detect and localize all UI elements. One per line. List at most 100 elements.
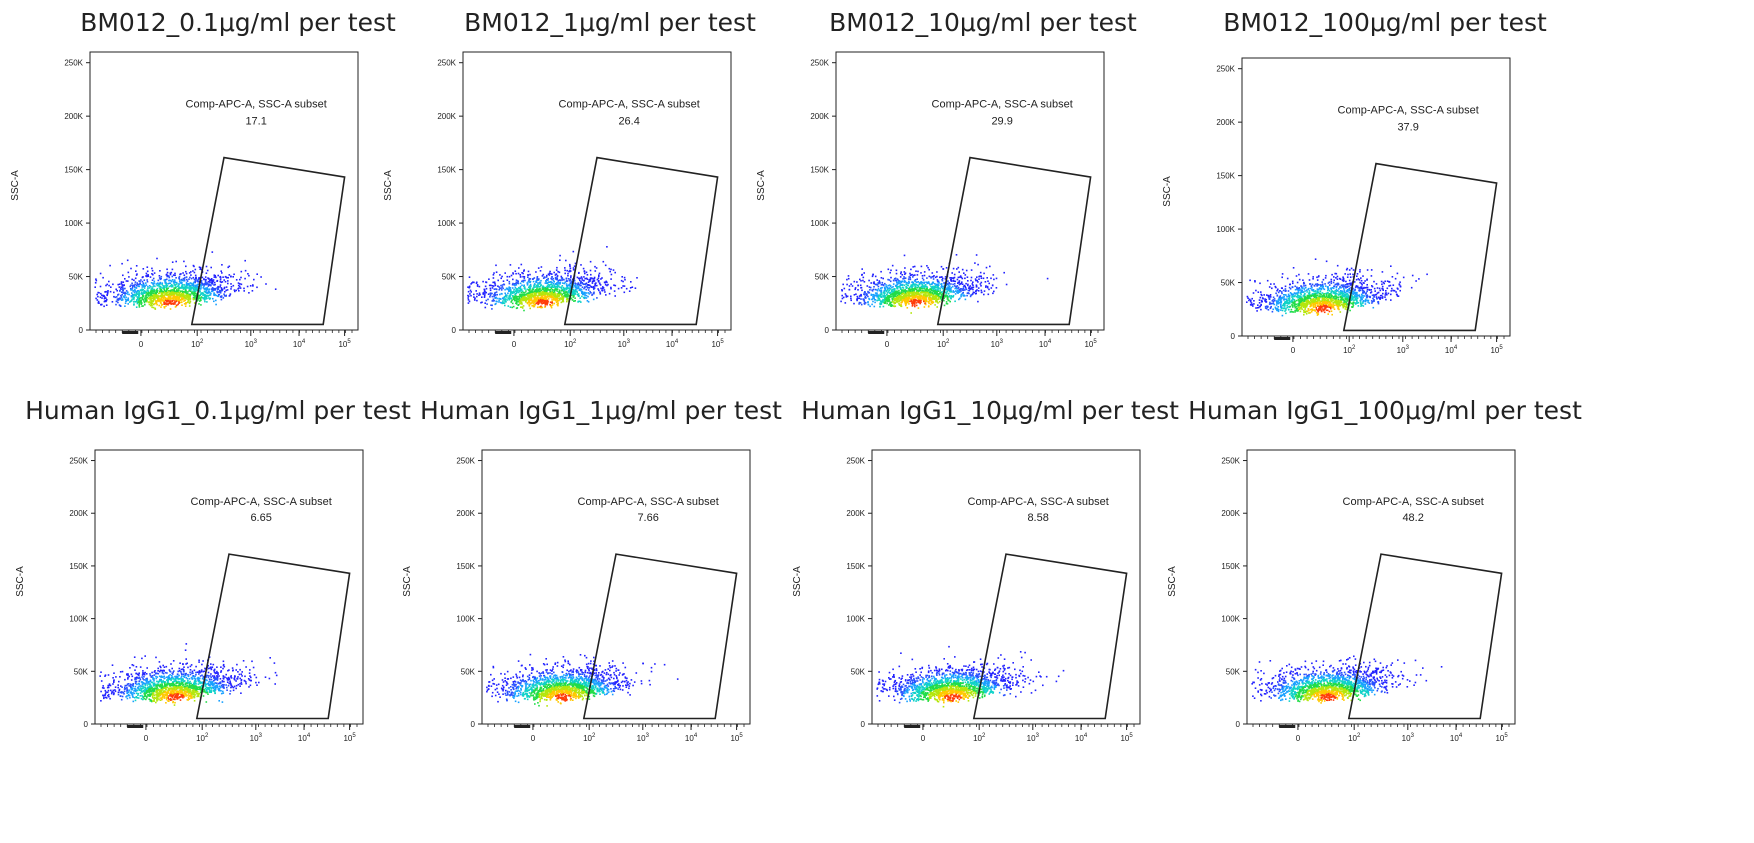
event-dot: [195, 295, 197, 297]
event-dot: [560, 293, 563, 296]
event-dot: [552, 296, 554, 299]
event-dot: [99, 296, 102, 299]
event-dot: [945, 292, 948, 295]
event-dot: [492, 277, 495, 279]
event-dot: [120, 291, 123, 293]
event-dot: [195, 296, 198, 299]
event-dot: [205, 298, 207, 300]
event-dot: [932, 289, 935, 292]
event-dot: [938, 297, 940, 299]
event-dot: [515, 272, 517, 275]
event-dot: [556, 288, 559, 290]
event-dot: [544, 301, 546, 303]
event-dot: [878, 280, 881, 282]
event-dot: [897, 294, 900, 296]
event-dot: [915, 304, 918, 307]
event-dot: [154, 295, 157, 297]
event-dot: [134, 283, 136, 286]
event-dot: [562, 300, 565, 303]
x-tick-exponent: 4: [675, 339, 679, 345]
event-dot: [522, 305, 525, 307]
event-dot: [552, 284, 554, 287]
event-dot: [536, 298, 538, 301]
event-dot: [569, 265, 571, 268]
event-dot: [923, 298, 926, 300]
event-dot: [888, 287, 890, 289]
event-dot: [899, 295, 902, 298]
event-dot: [167, 303, 169, 306]
event-dot: [526, 298, 529, 300]
event-dot: [482, 280, 484, 283]
event-dot: [1315, 292, 1317, 294]
event-dot: [545, 292, 548, 295]
event-dot: [593, 279, 596, 282]
event-dot: [547, 292, 550, 295]
event-dot: [532, 301, 534, 303]
event-dot: [869, 289, 871, 291]
event-dot: [176, 290, 178, 292]
event-dot: [915, 296, 917, 299]
event-dot: [168, 282, 171, 284]
event-dot: [172, 296, 175, 298]
event-dot: [929, 283, 931, 286]
event-dot: [941, 293, 944, 295]
event-dot: [894, 292, 896, 295]
event-dot: [181, 281, 183, 284]
event-dot: [577, 294, 580, 297]
event-dot: [970, 294, 972, 296]
event-dot: [216, 291, 219, 294]
event-dot: [146, 270, 149, 273]
event-dot: [482, 293, 485, 295]
event-dot: [97, 295, 99, 298]
event-dot: [561, 278, 563, 280]
event-dot: [1325, 307, 1327, 309]
event-dot: [573, 292, 575, 294]
event-dot: [502, 297, 504, 299]
event-dot: [1348, 297, 1350, 300]
event-dot: [569, 294, 572, 296]
event-dot: [188, 305, 191, 307]
event-dot: [602, 287, 605, 289]
event-dot: [896, 286, 899, 289]
event-dot: [910, 291, 913, 293]
event-dot: [1324, 301, 1326, 304]
event-dot: [566, 294, 568, 296]
event-dot: [884, 287, 886, 290]
event-dot: [193, 290, 195, 293]
event-dot: [535, 292, 538, 294]
event-dot: [959, 297, 961, 300]
event-dot: [152, 300, 154, 303]
event-dot: [128, 301, 131, 303]
event-dot: [945, 284, 947, 287]
event-dot: [1334, 283, 1337, 286]
event-dot: [239, 283, 241, 285]
event-dot: [138, 291, 141, 293]
event-dot: [610, 268, 612, 271]
event-dot: [516, 289, 519, 292]
event-dot: [927, 297, 930, 299]
event-dot: [549, 290, 552, 293]
event-dot: [208, 290, 210, 292]
event-dot: [969, 287, 972, 290]
event-dot: [200, 284, 202, 286]
plot-frame: [462, 51, 732, 331]
event-dot: [574, 292, 576, 294]
event-dot: [952, 279, 955, 282]
event-dot: [489, 292, 492, 295]
event-dot: [132, 297, 135, 299]
event-dot: [901, 292, 903, 294]
event-dot: [883, 289, 886, 292]
event-dot: [165, 293, 167, 296]
event-dot: [905, 300, 908, 303]
event-dot: [885, 296, 887, 299]
event-dot: [204, 294, 207, 297]
event-dot: [1396, 294, 1398, 296]
event-dot: [567, 274, 569, 277]
event-dot: [151, 297, 154, 299]
event-dot: [503, 283, 505, 286]
event-dot: [206, 295, 209, 297]
event-dot: [162, 295, 165, 297]
event-dot: [500, 277, 502, 280]
event-dot: [893, 288, 896, 290]
event-dot: [1381, 271, 1384, 273]
